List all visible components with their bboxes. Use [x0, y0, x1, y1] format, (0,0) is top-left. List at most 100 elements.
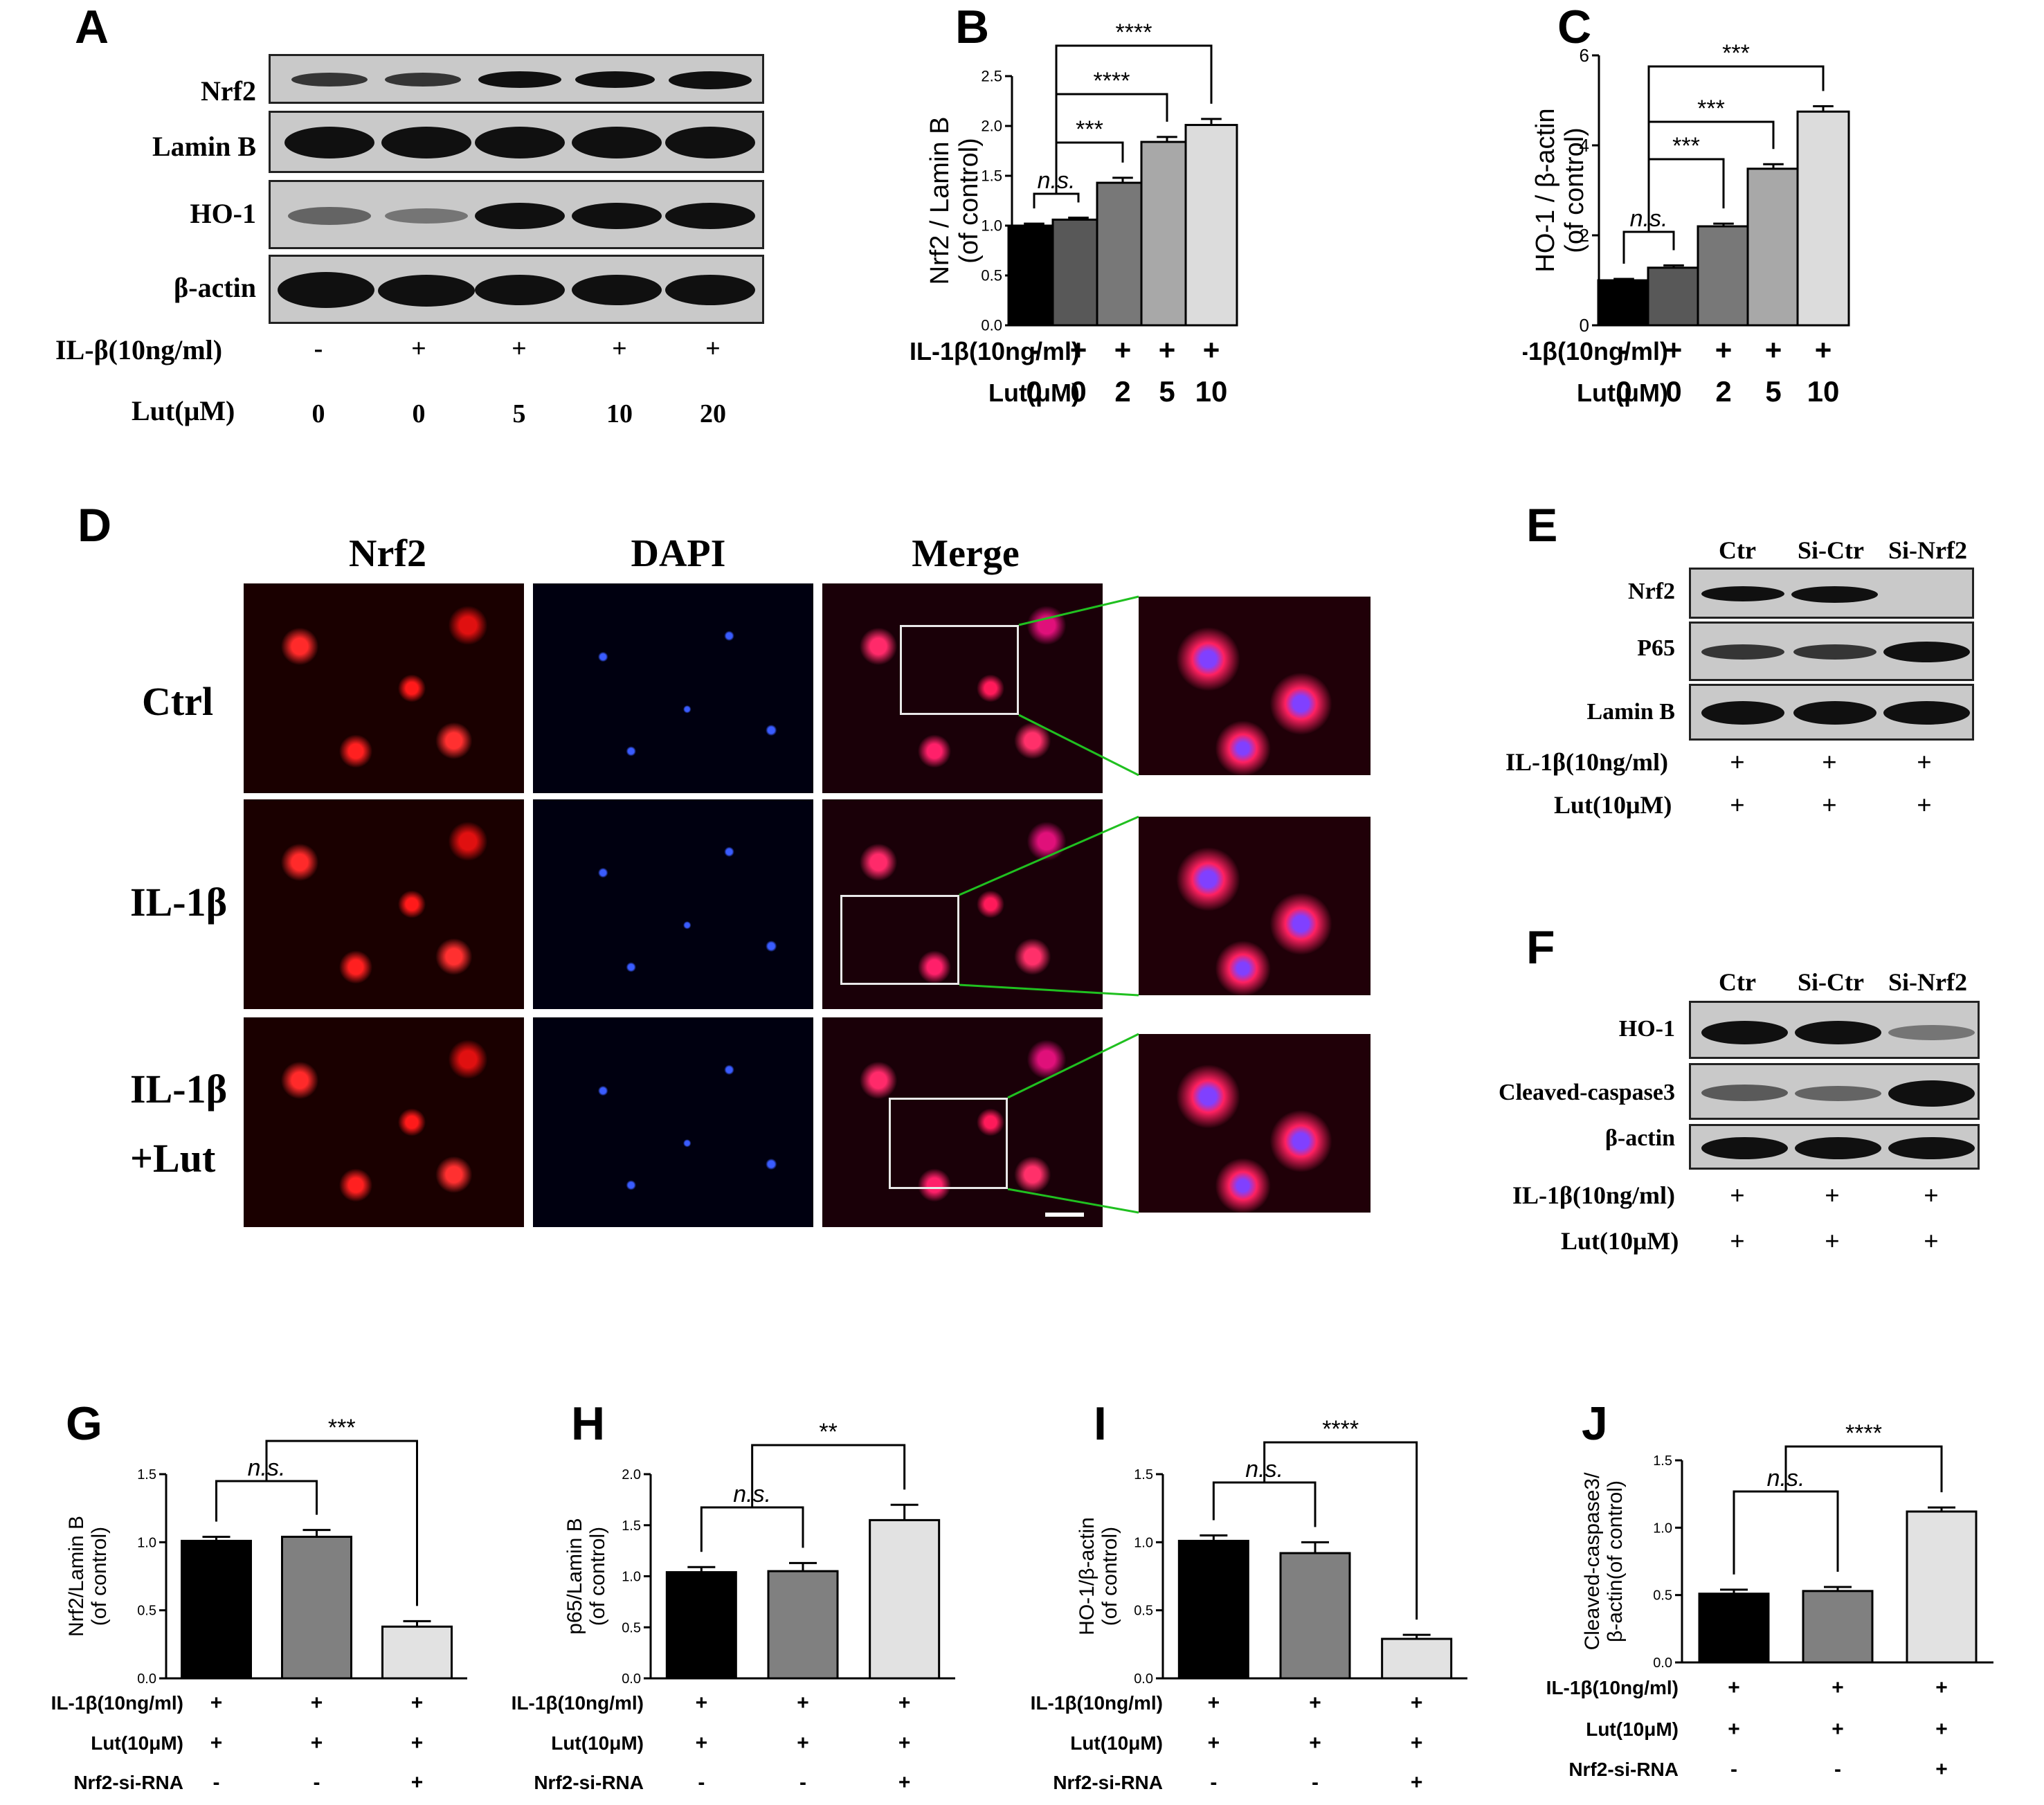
condition-value: -: [1312, 1771, 1319, 1794]
y-tick-label: 2: [1580, 225, 1589, 246]
blot-a-treatment-lane-5: +: [705, 334, 721, 363]
chart-panel-j: J 0.0 0.5 1.0 1.5 Cleaved-caspase3/β-actin(of…: [1546, 1397, 1993, 1781]
micro-column-label-dapi: DAPI: [631, 532, 726, 575]
blot-a-row-label-bactin: β-actin: [174, 272, 256, 303]
blot-band: [1701, 1021, 1788, 1044]
condition-value: +: [1832, 1718, 1844, 1741]
y-tick-label: 1.0: [137, 1535, 156, 1550]
condition-value: 2: [1715, 375, 1731, 408]
blot-band: [1883, 701, 1970, 725]
blot-a-strip-nrf2: [269, 54, 764, 104]
condition-label: IL-1β(10ng/ml): [51, 1692, 183, 1714]
connector-line: [959, 983, 1139, 997]
condition-value: +: [1208, 1691, 1220, 1714]
significance-bracket: [751, 1444, 906, 1507]
bar: [381, 1625, 453, 1680]
blot-e-dose-lane-2: +: [1822, 791, 1837, 820]
blot-band: [475, 203, 565, 229]
blot-band: [1701, 1085, 1788, 1101]
micro-image-il1b-merge: [822, 799, 1103, 1009]
condition-value: +: [411, 1732, 424, 1754]
blot-band: [278, 272, 374, 308]
condition-value: +: [411, 1771, 424, 1794]
significance-label: ****: [1116, 19, 1152, 46]
y-tick-label: 0.0: [981, 317, 1002, 334]
blot-f-treatment-lane-1: +: [1730, 1181, 1745, 1210]
condition-value: +: [696, 1691, 708, 1714]
condition-value: +: [696, 1732, 708, 1754]
y-axis-label: Nrf2 / Lamin B: [925, 117, 955, 285]
bar: [1906, 1510, 1978, 1664]
blot-e-row-label-p65: P65: [1637, 635, 1675, 661]
blot-band: [288, 207, 371, 225]
y-tick-label: 1.0: [1653, 1521, 1672, 1536]
condition-label: Lut(10μM): [551, 1732, 644, 1754]
micro-image-il1b-lut-merge: [822, 1017, 1103, 1227]
blot-band: [575, 71, 655, 88]
connector-line: [1007, 1033, 1139, 1099]
y-axis-label: (of control): [1560, 127, 1589, 253]
blot-e-treatment-lane-2: +: [1822, 748, 1837, 777]
y-tick-label: 1.5: [137, 1467, 156, 1482]
blot-band: [1795, 1086, 1881, 1101]
panel-label-j: J: [1582, 1397, 1608, 1450]
micro-row-label-il1b: IL-1β: [130, 880, 228, 925]
y-tick-label: 6: [1580, 45, 1589, 66]
condition-value: +: [1935, 1718, 1948, 1741]
y-axis-label: Cleaved-caspase3/: [1581, 1472, 1604, 1650]
condition-value: -: [1834, 1758, 1841, 1781]
bar: [1647, 266, 1701, 327]
blot-f-dose-lane-2: +: [1825, 1227, 1840, 1256]
blot-e-lane-label-sictr: Si-Ctr: [1798, 536, 1864, 564]
blot-band: [385, 208, 468, 224]
blot-band: [665, 127, 755, 158]
blot-band: [284, 127, 374, 158]
micro-image-il1b-dapi: [533, 799, 813, 1009]
chart-panel-b: B 0.0 0.5 1.0 1.5 2.0 2.5 Nrf2 / Lamin B (of con…: [910, 1, 1238, 408]
blot-e-row-label-laminb: Lamin B: [1586, 699, 1675, 725]
blot-a-dose-lane-4: 10: [606, 399, 633, 428]
panel-label-d: D: [78, 499, 112, 552]
blot-f-dose-label: Lut(10μM): [1561, 1227, 1679, 1255]
y-tick-label: 0.0: [137, 1671, 156, 1687]
micro-image-il1b-lut-nrf2: [244, 1017, 524, 1227]
blot-f-lane-label-ctr: Ctr: [1719, 968, 1756, 996]
blot-f-row-label-bactin: β-actin: [1604, 1125, 1675, 1151]
condition-label: Nrf2-si-RNA: [1568, 1759, 1679, 1780]
y-tick-label: 1.5: [622, 1518, 641, 1534]
condition-value: 0: [1665, 375, 1681, 408]
blot-band: [1883, 642, 1970, 662]
blot-band: [572, 275, 662, 305]
condition-label: Nrf2-si-RNA: [73, 1772, 183, 1793]
blot-band: [475, 275, 565, 305]
y-tick-label: 1.0: [622, 1570, 641, 1585]
zoom-inset-box: [900, 625, 1019, 715]
bar: [1796, 110, 1850, 327]
blot-e-treatment-label: IL-1β(10ng/ml): [1505, 748, 1668, 776]
y-axis-label: p65/Lamin B: [563, 1518, 586, 1634]
condition-value: +: [898, 1771, 911, 1794]
micro-image-ctrl-dapi: [533, 583, 813, 793]
significance-label: ***: [1722, 40, 1750, 66]
y-tick-label: 1.5: [981, 167, 1002, 185]
blot-a-dose-label: Lut(μM): [132, 395, 235, 426]
blot-e-strip-laminb: [1689, 684, 1974, 741]
condition-value: 0: [1616, 375, 1631, 408]
micro-image-ctrl-nrf2: [244, 583, 524, 793]
blot-band: [1795, 1137, 1881, 1159]
micro-image-il1b-lut-zoom: [1139, 1034, 1371, 1213]
condition-value: -: [1619, 334, 1629, 366]
condition-value: +: [1208, 1732, 1220, 1754]
significance-label: ****: [1322, 1416, 1359, 1442]
bar: [665, 1571, 737, 1680]
blot-band: [381, 127, 471, 158]
y-axis-label: β-actin(of control): [1604, 1480, 1627, 1642]
significance-label: ***: [1076, 116, 1103, 143]
y-tick-label: 2.0: [981, 118, 1002, 135]
panel-label-i: I: [1094, 1397, 1107, 1450]
significance-bracket: [1784, 1445, 1943, 1493]
bar: [1802, 1590, 1874, 1664]
